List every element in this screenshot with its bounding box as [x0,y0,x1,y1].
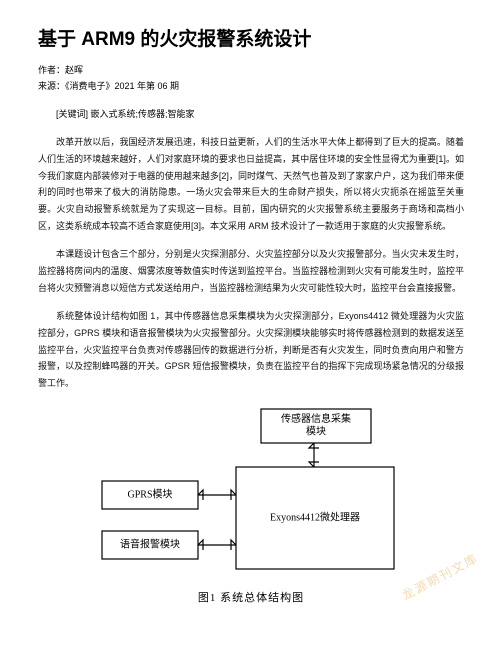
svg-text:语音报警模块: 语音报警模块 [120,538,180,551]
paragraph: 系统整体设计结构如图 1，其中传感器信息采集模块为火灾探测部分，Exyons44… [38,308,464,391]
paragraph: 改革开放以后，我国经济发展迅速，科技日益更新，人们的生活水平大体上都得到了巨大的… [38,134,464,234]
page: 基于 ARM9 的火灾报警系统设计 作者：赵晖 来源：《消费电子》2021 年第… [0,0,502,625]
svg-text:传感器信息采集: 传感器信息采集 [281,412,351,425]
svg-text:模块: 模块 [306,426,326,438]
article-title: 基于 ARM9 的火灾报警系统设计 [38,28,464,53]
figure-caption: 图1 系统总体结构图 [96,589,406,605]
author-line: 作者：赵晖 [38,63,464,77]
svg-text:Exyons4412微处理器: Exyons4412微处理器 [270,511,360,524]
source-line: 来源：《消费电子》2021 年第 06 期 [38,79,464,93]
diagram-figure: 传感器信息采集模块 GPRS模块语音报警模块 Exyons4412微处理器 图1 系… [96,403,406,605]
svg-text:GPRS模块: GPRS模块 [127,489,172,501]
paragraph: 本课题设计包含三个部分，分别是火灾探测部分、火灾监控部分以及火灾报警部分。当火灾… [38,246,464,296]
keywords-line: [关键词] 嵌入式系统;传感器;智能家 [38,107,464,120]
watermark: 龙源期刊文库 [399,550,481,604]
system-diagram: 传感器信息采集模块 GPRS模块语音报警模块 Exyons4412微处理器 [96,403,406,583]
